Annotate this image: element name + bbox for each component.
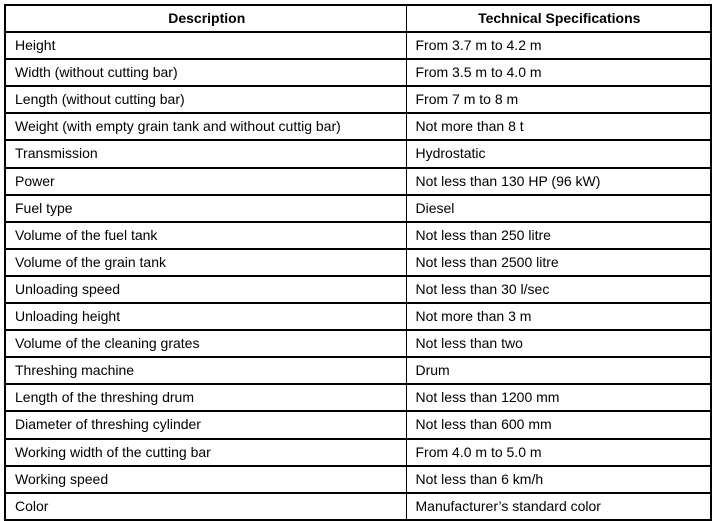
spec-cell: From 4.0 m to 5.0 m: [405, 437, 712, 467]
spec-cell: From 7 m to 8 m: [405, 85, 712, 115]
document-page: Description Technical Specifications Hei…: [4, 3, 712, 521]
description-cell: Working width of the cutting bar: [4, 437, 407, 467]
spec-table-body: Height From 3.7 m to 4.2 m Width (withou…: [4, 31, 712, 521]
spec-cell: Not less than 250 litre: [405, 220, 712, 250]
table-row: Length (without cutting bar) From 7 m to…: [4, 85, 712, 115]
spec-cell: Not more than 3 m: [405, 302, 712, 332]
table-row: Length of the threshing drum Not less th…: [4, 383, 712, 413]
description-cell: Fuel type: [4, 193, 407, 223]
table-row: Working width of the cutting bar From 4.…: [4, 437, 712, 467]
description-cell: Width (without cutting bar): [4, 58, 407, 88]
table-row: Working speed Not less than 6 km/h: [4, 464, 712, 494]
description-cell: Transmission: [4, 139, 407, 169]
table-row: Volume of the grain tank Not less than 2…: [4, 247, 712, 277]
header-row: Description Technical Specifications: [4, 3, 712, 34]
spec-cell: Not more than 8 t: [405, 112, 712, 142]
spec-cell: Not less than 2500 litre: [405, 247, 712, 277]
spec-cell: From 3.7 m to 4.2 m: [405, 31, 712, 61]
description-cell: Length of the threshing drum: [4, 383, 407, 413]
description-cell: Power: [4, 166, 407, 196]
header-technical-specifications: Technical Specifications: [405, 3, 712, 34]
table-row: Color Manufacturer’s standard color: [4, 491, 712, 521]
description-cell: Height: [4, 31, 407, 61]
spec-cell: Not less than 30 l/sec: [405, 274, 712, 305]
table-row: Transmission Hydrostatic: [4, 139, 712, 169]
spec-cell: Diesel: [405, 193, 712, 223]
description-cell: Weight (with empty grain tank and withou…: [4, 112, 407, 142]
table-row: Width (without cutting bar) From 3.5 m t…: [4, 58, 712, 88]
table-row: Volume of the cleaning grates Not less t…: [4, 329, 712, 359]
table-row: Diameter of threshing cylinder Not less …: [4, 410, 712, 440]
description-cell: Length (without cutting bar): [4, 85, 407, 115]
description-cell: Volume of the cleaning grates: [4, 329, 407, 359]
spec-cell: Not less than 6 km/h: [405, 464, 712, 494]
spec-cell: Manufacturer’s standard color: [405, 491, 712, 521]
spec-cell: Not less than 600 mm: [405, 410, 712, 440]
table-row: Fuel type Diesel: [4, 193, 712, 223]
description-cell: Working speed: [4, 464, 407, 494]
description-cell: Diameter of threshing cylinder: [4, 410, 407, 440]
spec-cell: From 3.5 m to 4.0 m: [405, 58, 712, 88]
specifications-table: Description Technical Specifications Hei…: [4, 3, 712, 521]
spec-cell: Drum: [405, 356, 712, 386]
spec-cell: Not less than two: [405, 329, 712, 359]
table-row: Height From 3.7 m to 4.2 m: [4, 31, 712, 61]
description-cell: Threshing machine: [4, 356, 407, 386]
table-row: Threshing machine Drum: [4, 356, 712, 386]
description-cell: Volume of the fuel tank: [4, 220, 407, 250]
table-row: Weight (with empty grain tank and withou…: [4, 112, 712, 142]
spec-cell: Not less than 130 HP (96 kW): [405, 166, 712, 196]
spec-cell: Hydrostatic: [405, 139, 712, 169]
header-description: Description: [4, 3, 407, 34]
description-cell: Volume of the grain tank: [4, 247, 407, 277]
description-cell: Unloading speed: [4, 274, 407, 305]
spec-cell: Not less than 1200 mm: [405, 383, 712, 413]
description-cell: Color: [4, 491, 407, 521]
table-row: Power Not less than 130 HP (96 kW): [4, 166, 712, 196]
table-row: Volume of the fuel tank Not less than 25…: [4, 220, 712, 250]
table-row: Unloading speed Not less than 30 l/sec: [4, 274, 712, 305]
table-row: Unloading height Not more than 3 m: [4, 302, 712, 332]
description-cell: Unloading height: [4, 302, 407, 332]
